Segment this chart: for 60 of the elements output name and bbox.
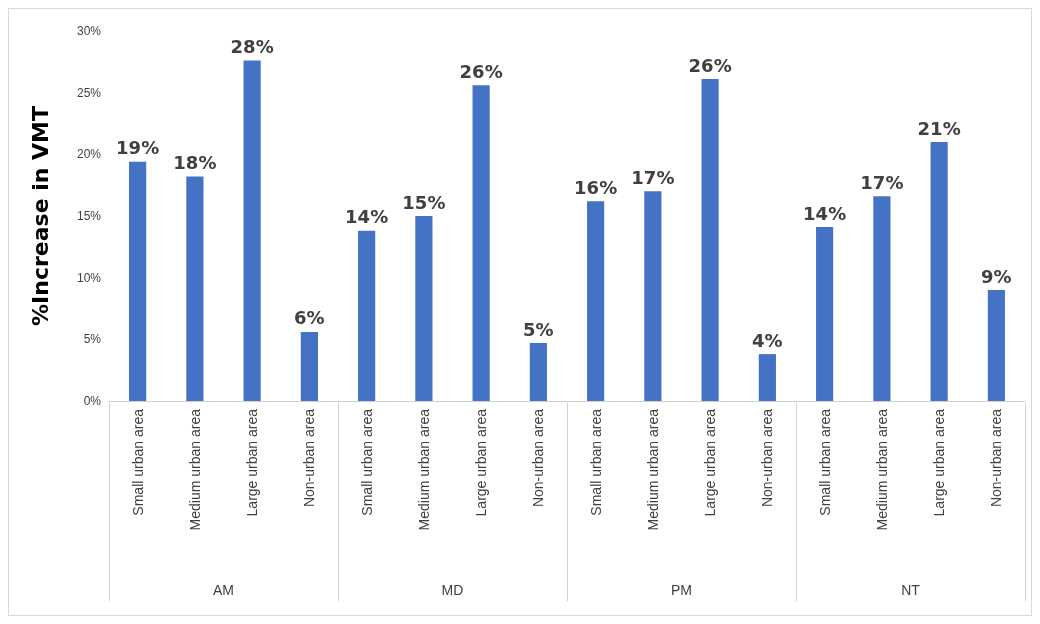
x-tick-label: Medium urban area — [186, 408, 203, 531]
bar — [300, 331, 318, 401]
bar — [816, 227, 834, 401]
bar — [358, 230, 376, 401]
bar — [587, 201, 605, 401]
bar — [186, 176, 204, 401]
y-axis-title: %Increase in VMT — [27, 105, 53, 327]
x-tick-label: Medium urban area — [873, 408, 890, 531]
data-label: 14% — [345, 206, 389, 228]
bar — [644, 191, 662, 401]
data-label: 26% — [688, 54, 732, 76]
data-label: 19% — [116, 137, 160, 159]
data-label: 4% — [752, 329, 783, 351]
text: NT — [901, 582, 921, 598]
x-tick-label: Non-urban area — [988, 408, 1005, 508]
data-label: 15% — [402, 191, 446, 213]
data-label: 6% — [294, 307, 325, 329]
data-label: 18% — [173, 152, 217, 174]
x-tick-label: Small urban area — [129, 408, 146, 516]
bar — [873, 196, 891, 401]
x-tick-label: Non-urban area — [759, 408, 776, 508]
data-label: 28% — [230, 36, 274, 58]
data-label: 16% — [574, 176, 618, 198]
data-label: 26% — [459, 60, 503, 82]
y-tick-label: 20% — [76, 147, 102, 162]
data-label: 21% — [917, 117, 961, 139]
x-tick-label: Medium urban area — [415, 408, 432, 531]
data-label: 17% — [631, 166, 675, 188]
bar — [987, 290, 1005, 401]
text: AM — [213, 582, 234, 598]
y-tick-label: 25% — [76, 85, 102, 100]
bar — [472, 85, 490, 401]
text: PM — [671, 582, 692, 598]
x-tick-label: Small urban area — [587, 408, 604, 516]
x-tick-label: Large urban area — [931, 408, 948, 517]
bar — [701, 79, 719, 401]
bar — [529, 343, 547, 401]
bar — [243, 60, 261, 401]
x-tick-label: Non-urban area — [301, 408, 318, 508]
y-tick-label: 5% — [83, 332, 102, 347]
x-tick-label: Small urban area — [358, 408, 375, 516]
y-tick-label: 10% — [76, 270, 102, 285]
data-label: 17% — [860, 171, 904, 193]
bar — [930, 142, 948, 401]
x-tick-label: Large urban area — [244, 408, 261, 517]
bar — [129, 161, 147, 401]
text: MD — [441, 582, 464, 598]
x-tick-label: Non-urban area — [530, 408, 547, 508]
y-tick-label: 0% — [83, 394, 102, 408]
bar — [415, 216, 433, 401]
data-label: 9% — [981, 265, 1012, 287]
x-tick-label: Medium urban area — [644, 408, 661, 531]
bar — [758, 354, 776, 401]
data-label: 5% — [523, 318, 554, 340]
data-label: 14% — [803, 202, 847, 224]
x-tick-label: Large urban area — [473, 408, 490, 517]
x-tick-label: Small urban area — [816, 408, 833, 516]
x-tick-label: Large urban area — [702, 408, 719, 517]
y-tick-label: 30% — [76, 24, 102, 38]
y-tick-label: 15% — [76, 209, 102, 223]
